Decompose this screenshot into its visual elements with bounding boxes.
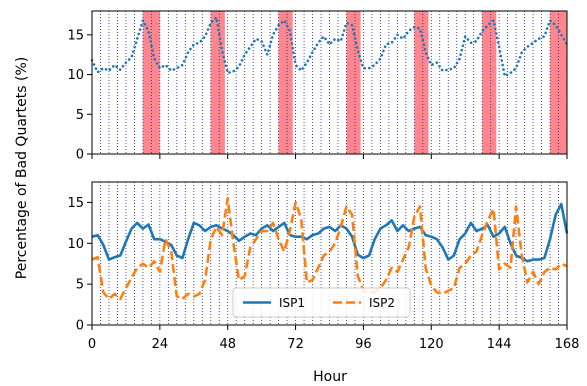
axes-frame <box>91 181 568 326</box>
y-tick-label: 15 <box>67 196 84 211</box>
y-tick-label: 10 <box>67 68 84 83</box>
y-tick-label: 5 <box>76 108 84 123</box>
legend-label: ISP1 <box>279 296 305 310</box>
x-tick-label: 24 <box>152 337 169 352</box>
shaded-interval <box>550 11 567 154</box>
y-axis-label: Percentage of Bad Quartets (%) <box>14 57 30 279</box>
y-tick-label: 0 <box>76 319 84 334</box>
axes-frame <box>91 10 568 155</box>
x-tick-label: 144 <box>487 337 512 352</box>
y-tick-label: 10 <box>67 237 84 252</box>
x-tick-label: 0 <box>88 337 96 352</box>
shaded-interval <box>142 11 160 154</box>
y-tick-label: 15 <box>67 28 84 43</box>
legend-label: ISP2 <box>369 296 395 310</box>
x-tick-label: 96 <box>355 337 372 352</box>
x-axis-label: Hour <box>313 369 347 385</box>
panel-top: 0 5 10 15 <box>67 10 569 163</box>
x-tick-label: 48 <box>219 337 236 352</box>
shaded-interval <box>346 11 361 154</box>
y-tick-label: 0 <box>76 148 84 163</box>
legend-box <box>232 287 411 318</box>
y-tick-label: 5 <box>76 278 84 293</box>
shaded-interval <box>210 11 225 154</box>
series-line-isp2 <box>91 197 568 301</box>
x-tick-label: 168 <box>555 337 580 352</box>
shaded-interval <box>482 11 497 154</box>
x-tick-label: 120 <box>419 337 444 352</box>
shaded-interval <box>278 11 293 154</box>
x-tick-label: 72 <box>287 337 304 352</box>
shaded-interval <box>414 11 429 154</box>
legend: ISP1 ISP2 <box>232 287 411 318</box>
panel-bottom: 0 5 10 15 0 24 48 72 96 120 144 168 ISP1 ISP2 <box>67 181 580 352</box>
series-line-isp1 <box>91 202 569 263</box>
